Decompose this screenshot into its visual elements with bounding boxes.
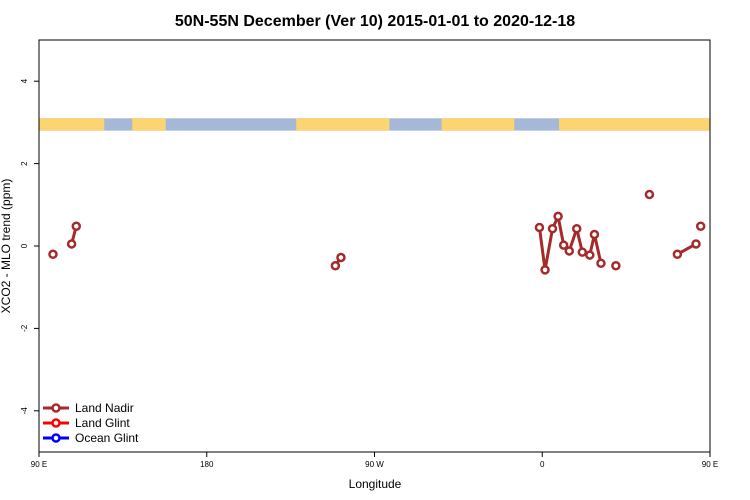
data-point xyxy=(577,247,588,257)
data-point xyxy=(672,249,683,259)
data-point xyxy=(691,239,701,249)
y-tick-label: 4 xyxy=(20,78,29,83)
data-point xyxy=(695,221,706,231)
x-axis-label: Longitude xyxy=(349,477,402,491)
data-point xyxy=(596,258,606,269)
y-axis-label: XCO2 - MLO trend (ppm) xyxy=(0,179,13,314)
y-tick-label: -4 xyxy=(20,407,29,415)
legend-label: Land Nadir xyxy=(75,401,134,415)
series-line xyxy=(537,214,603,272)
data-point xyxy=(71,221,82,231)
data-point xyxy=(564,246,575,256)
y-tick-label: -2 xyxy=(20,324,29,332)
x-tick-label: 90 W xyxy=(365,460,384,469)
chart-title: 50N-55N December (Ver 10) 2015-01-01 to … xyxy=(175,13,575,30)
data-point xyxy=(66,239,77,249)
plot-frame xyxy=(38,39,711,453)
x-tick-label: 180 xyxy=(200,460,214,469)
data-point xyxy=(336,252,346,263)
data-point xyxy=(611,261,621,271)
data-point xyxy=(534,222,545,233)
data-point xyxy=(330,261,341,271)
legend-label: Land Glint xyxy=(75,416,130,430)
data-point xyxy=(585,250,595,260)
data-point xyxy=(547,223,558,234)
legend-marker xyxy=(51,433,61,443)
data-point xyxy=(540,265,550,275)
series-layer xyxy=(48,189,706,275)
x-tick-label: 90 E xyxy=(702,460,718,469)
legend-marker xyxy=(51,418,61,428)
data-point xyxy=(571,223,582,234)
x-axis: 90 E 180 90 W 0 90 E xyxy=(31,452,718,469)
legend-marker xyxy=(51,403,61,413)
legend-label: Ocean Glint xyxy=(75,431,139,445)
data-point xyxy=(558,240,569,250)
y-tick-label: 0 xyxy=(20,243,29,248)
land-segment xyxy=(39,118,105,131)
land-segment xyxy=(132,118,166,131)
land-ocean-strip xyxy=(39,118,710,131)
x-tick-label: 0 xyxy=(540,460,545,469)
data-point xyxy=(553,211,563,222)
land-segment xyxy=(559,118,710,131)
data-point xyxy=(48,249,58,259)
data-point xyxy=(589,229,600,240)
data-point xyxy=(644,189,655,200)
x-tick-label: 90 E xyxy=(31,460,47,469)
land-segment xyxy=(296,118,390,131)
land-segment xyxy=(441,118,515,131)
y-tick-label: 2 xyxy=(20,161,29,166)
y-axis: -4 -2 0 2 4 xyxy=(20,78,39,414)
